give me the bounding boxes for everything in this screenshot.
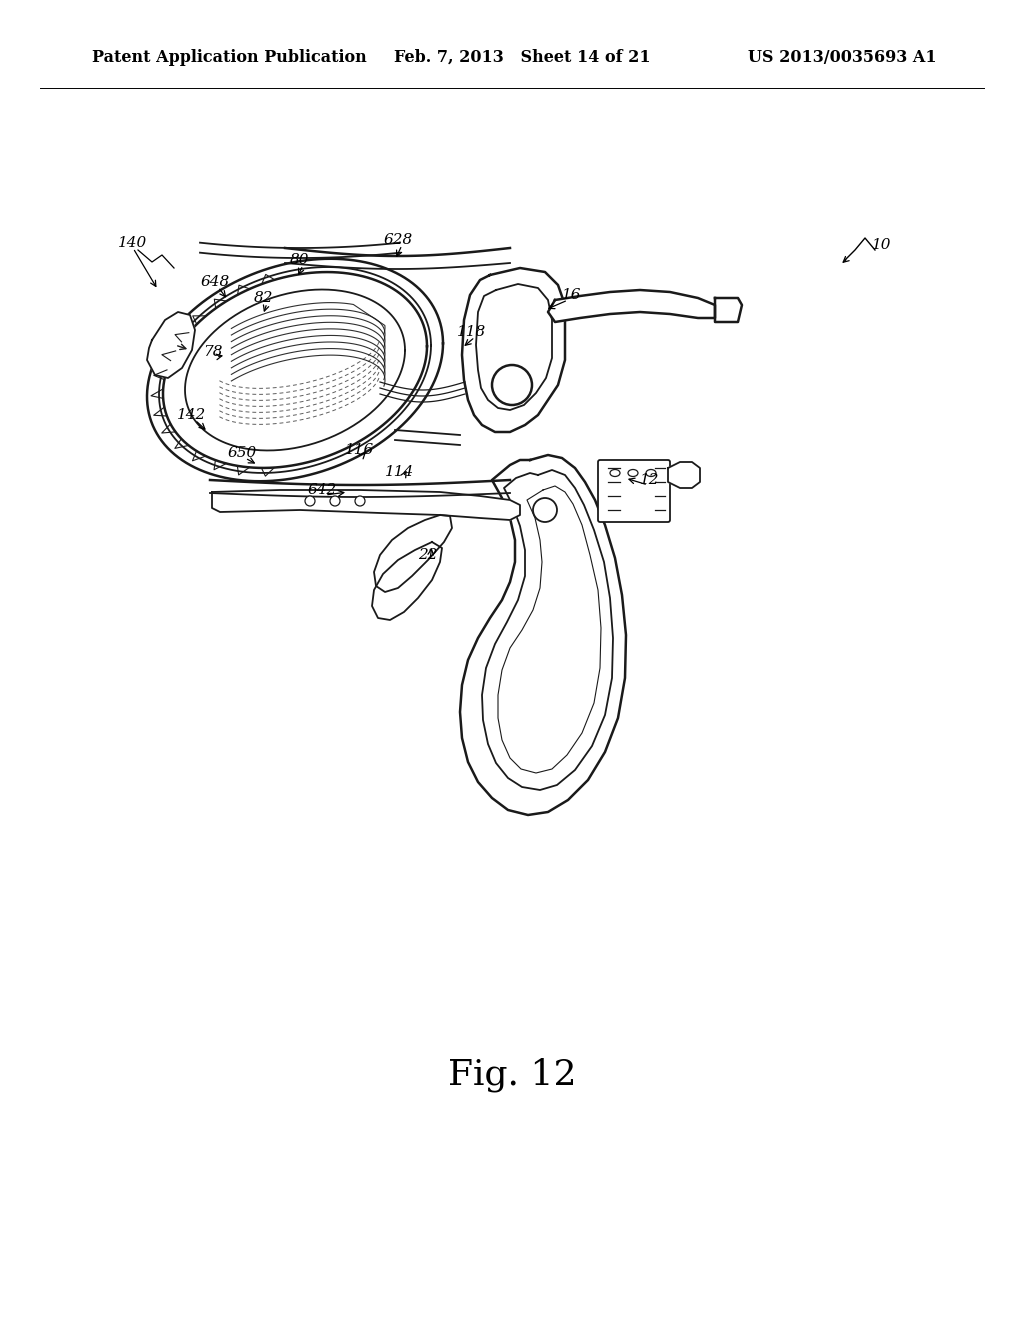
Text: 642: 642 <box>307 483 337 498</box>
Polygon shape <box>715 298 742 322</box>
Text: 22: 22 <box>418 548 437 562</box>
Text: 648: 648 <box>201 275 229 289</box>
Text: 140: 140 <box>119 236 147 249</box>
Text: 114: 114 <box>385 465 415 479</box>
Circle shape <box>355 496 365 506</box>
Polygon shape <box>374 515 452 591</box>
Ellipse shape <box>628 470 638 477</box>
Polygon shape <box>147 312 195 378</box>
Text: 650: 650 <box>227 446 257 459</box>
Text: 628: 628 <box>383 234 413 247</box>
Text: 10: 10 <box>872 238 892 252</box>
Text: 16: 16 <box>562 288 582 302</box>
Text: Feb. 7, 2013   Sheet 14 of 21: Feb. 7, 2013 Sheet 14 of 21 <box>394 49 651 66</box>
Text: 82: 82 <box>254 290 273 305</box>
Text: 116: 116 <box>345 444 375 457</box>
Text: Patent Application Publication: Patent Application Publication <box>92 49 367 66</box>
Polygon shape <box>668 462 700 488</box>
Ellipse shape <box>610 470 620 477</box>
Text: 118: 118 <box>458 325 486 339</box>
Text: 12: 12 <box>640 473 659 487</box>
Circle shape <box>492 366 532 405</box>
Circle shape <box>330 496 340 506</box>
Text: 80: 80 <box>290 253 309 267</box>
Circle shape <box>534 498 557 521</box>
Polygon shape <box>212 490 520 520</box>
Text: US 2013/0035693 A1: US 2013/0035693 A1 <box>749 49 937 66</box>
Text: Fig. 12: Fig. 12 <box>447 1057 577 1092</box>
Polygon shape <box>460 455 626 814</box>
FancyBboxPatch shape <box>598 459 670 521</box>
Polygon shape <box>548 290 715 322</box>
Polygon shape <box>462 268 565 432</box>
Circle shape <box>305 496 315 506</box>
Polygon shape <box>372 543 442 620</box>
Ellipse shape <box>646 470 656 477</box>
Text: 142: 142 <box>177 408 207 422</box>
Text: 78: 78 <box>203 345 223 359</box>
Polygon shape <box>147 259 443 482</box>
